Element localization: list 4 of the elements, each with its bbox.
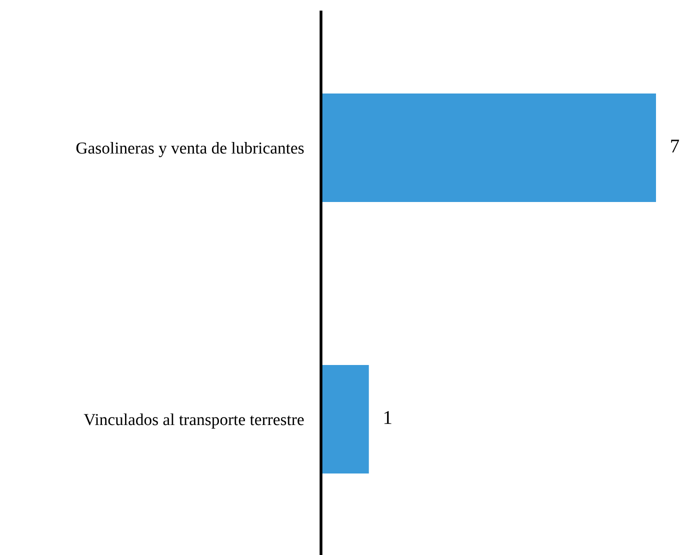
data-label: 7 bbox=[671, 140, 680, 152]
y-tick-label: Vinculados al transporte terrestre bbox=[84, 413, 304, 429]
y-tick-label: Gasolineras y venta de lubricantes bbox=[76, 142, 304, 158]
data-label: 1 bbox=[384, 411, 392, 424]
